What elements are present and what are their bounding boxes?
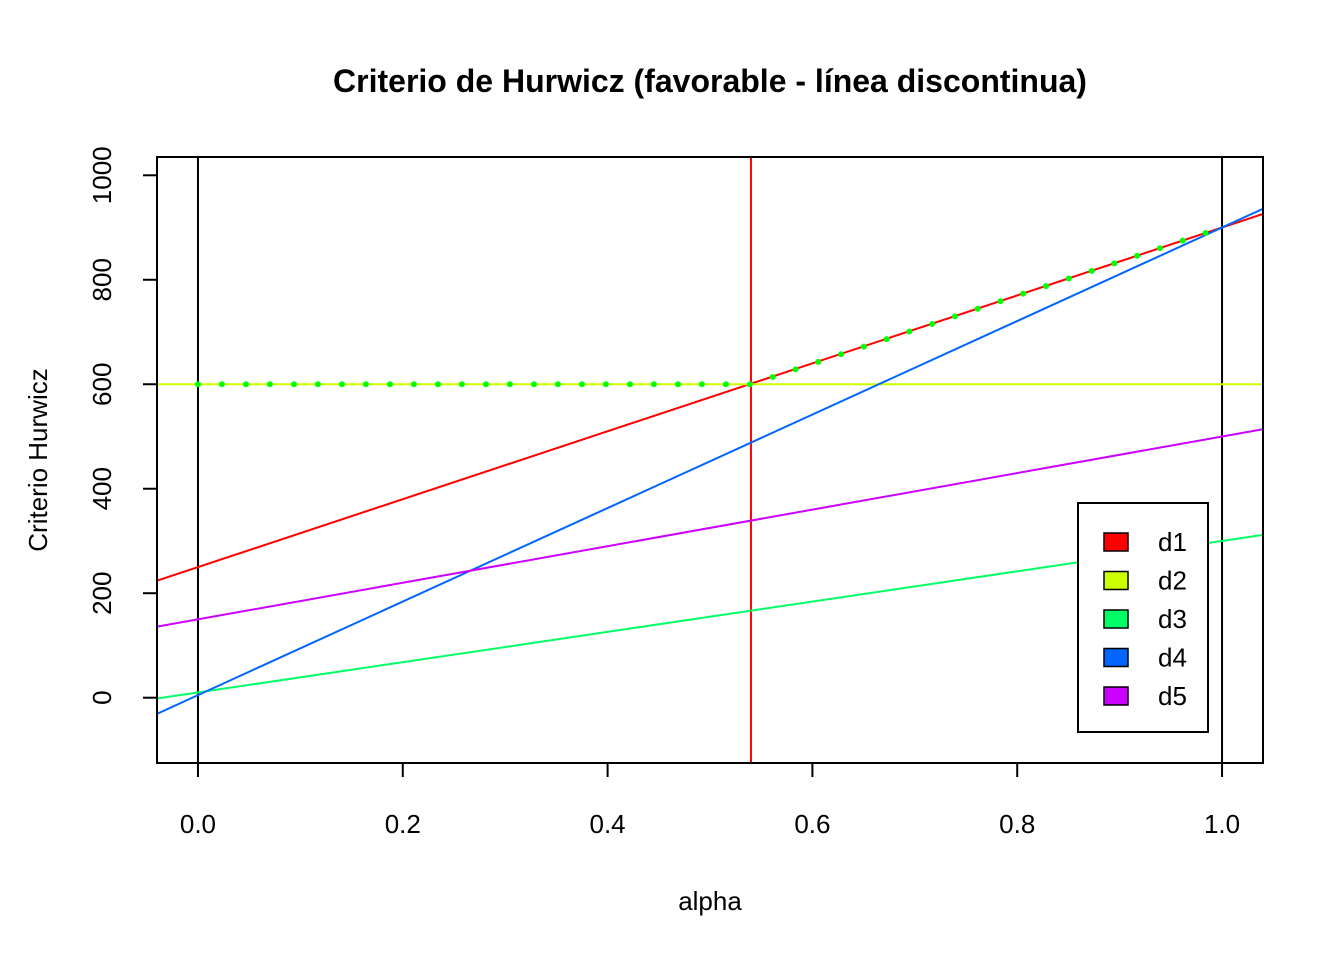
legend-swatch-d4: [1103, 647, 1129, 668]
series-line-d4: [157, 207, 1263, 715]
legend-box: [1077, 502, 1209, 733]
legend-label-d1: d1: [1158, 527, 1187, 557]
x-tick-label: 0.0: [180, 809, 216, 839]
y-tick-label: 200: [87, 572, 117, 615]
y-tick-label: 400: [87, 467, 117, 510]
legend-swatch-d3: [1103, 609, 1129, 629]
y-axis-label: Criterio Hurwicz: [23, 368, 53, 551]
legend-label-d2: d2: [1158, 566, 1187, 596]
x-tick-label: 1.0: [1204, 809, 1240, 839]
legend-label-d3: d3: [1158, 604, 1187, 634]
series-line-d5: [157, 428, 1263, 628]
x-tick-label: 0.2: [385, 809, 421, 839]
y-tick-label: 600: [87, 363, 117, 406]
y-tick-label: 800: [87, 258, 117, 301]
y-tick-label: 0: [87, 690, 117, 704]
legend: d1 d2 d3 d4 d5: [1077, 502, 1209, 733]
y-tick-label: 1000: [87, 146, 117, 204]
x-tick-label: 0.4: [590, 809, 626, 839]
plot-area: [157, 157, 1263, 763]
series-line-d1: [157, 212, 1263, 582]
x-tick-label: 0.6: [794, 809, 830, 839]
legend-label-d4: d4: [1158, 643, 1187, 673]
optimum-dotted-line: [194, 224, 1226, 388]
x-axis-label: alpha: [678, 886, 742, 916]
y-axis: 0 200 400 600 800 1000: [87, 146, 158, 705]
legend-swatch-d2: [1103, 570, 1129, 591]
legend-swatch-d1: [1103, 532, 1129, 552]
x-axis: 0.0 0.2 0.4 0.6 0.8 1.0: [180, 762, 1240, 839]
chart-title: Criterio de Hurwicz (favorable - línea d…: [333, 63, 1087, 99]
legend-swatch-d5: [1103, 686, 1129, 706]
legend-label-d5: d5: [1158, 681, 1187, 711]
x-tick-label: 0.8: [999, 809, 1035, 839]
